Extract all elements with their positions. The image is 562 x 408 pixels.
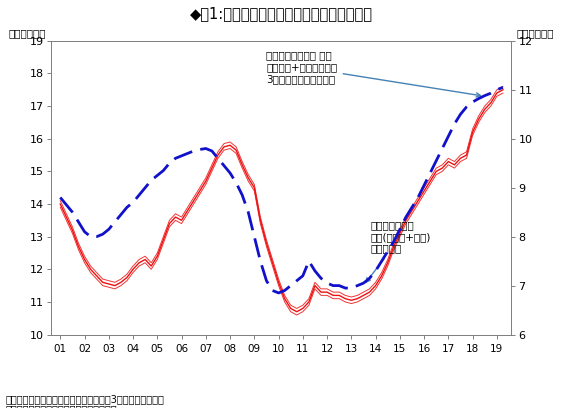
Text: 建設工事出来高
民間(非居住+土木)
（左目盛）: 建設工事出来高 民間(非居住+土木) （左目盛）: [366, 220, 431, 282]
Text: （年率兆円）: （年率兆円）: [8, 28, 46, 38]
Text: ◆図1:建設工事出来高、工事費予定額の推移: ◆図1:建設工事出来高、工事費予定額の推移: [189, 6, 373, 21]
Text: （資料）国土交通省資料をもとに筆者作成: （資料）国土交通省資料をもとに筆者作成: [6, 404, 117, 408]
Text: 建設工事費予定額 民間
非居住用+居住産業併用
3四半期先行（右目盛）: 建設工事費予定額 民間 非居住用+居住産業併用 3四半期先行（右目盛）: [266, 51, 481, 97]
Text: （年率兆円）: （年率兆円）: [516, 28, 554, 38]
Text: （注）筆者推計の季節調整値。予定額は3四半期移動平均。: （注）筆者推計の季節調整値。予定額は3四半期移動平均。: [6, 394, 165, 404]
